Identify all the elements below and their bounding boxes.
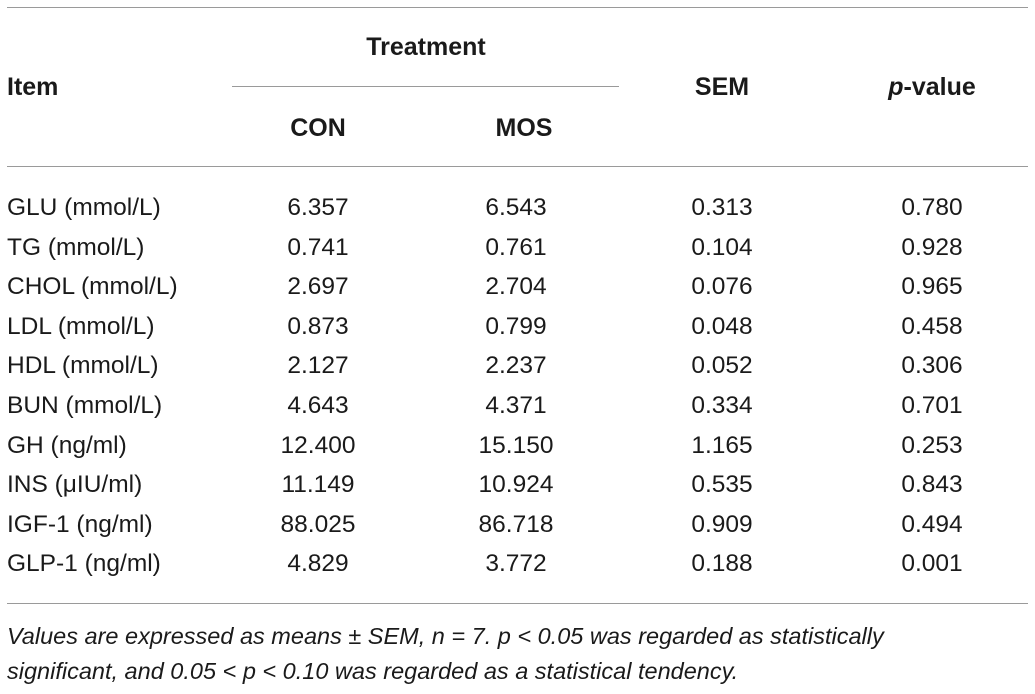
header-pvalue-p: p xyxy=(888,73,904,101)
cell-con: 0.873 xyxy=(287,312,349,340)
cell-sem: 0.076 xyxy=(691,273,753,301)
footnote-line-1: Values are expressed as means ± SEM, n =… xyxy=(7,623,884,649)
header-pvalue: p-value xyxy=(888,72,976,102)
header-bottom-rule xyxy=(7,166,1028,167)
cell-mos: 4.371 xyxy=(485,392,547,419)
header-pvalue-rest: -value xyxy=(903,73,976,101)
cell-p: 0.843 xyxy=(901,471,963,499)
cell-con: 11.149 xyxy=(281,471,355,499)
cell-con: 2.127 xyxy=(287,352,349,380)
cell-mos: 15.150 xyxy=(478,431,554,459)
cell-mos: 3.772 xyxy=(485,550,547,578)
cell-sem: 0.535 xyxy=(691,471,753,499)
cell-mos: 86.718 xyxy=(478,510,554,538)
cell-sem: 0.104 xyxy=(691,233,753,261)
cell-p: 0.780 xyxy=(901,194,963,221)
cell-p: 0.965 xyxy=(901,273,963,301)
cell-mos: 6.543 xyxy=(485,194,547,221)
cell-sem: 0.909 xyxy=(691,510,753,538)
cell-item: GLP-1 (ng/ml) xyxy=(7,550,161,578)
cell-p: 0.306 xyxy=(901,352,963,380)
cell-p: 0.928 xyxy=(901,233,963,261)
cell-p: 0.494 xyxy=(901,510,963,538)
cell-item: TG (mmol/L) xyxy=(7,233,145,261)
table-bottom-rule xyxy=(7,603,1028,604)
cell-sem: 0.048 xyxy=(691,312,753,340)
top-rule xyxy=(7,7,1028,8)
cell-p: 0.458 xyxy=(901,312,963,340)
cell-mos: 10.924 xyxy=(478,471,554,499)
cell-p: 0.701 xyxy=(901,392,963,419)
cell-p: 0.253 xyxy=(901,431,963,459)
header-mos: MOS xyxy=(495,114,553,142)
cell-sem: 0.052 xyxy=(691,352,753,380)
cell-con: 12.400 xyxy=(280,431,356,459)
header-sem: SEM xyxy=(694,73,750,101)
cell-sem: 0.334 xyxy=(691,392,753,419)
cell-mos: 0.799 xyxy=(485,312,547,340)
cell-mos: 2.237 xyxy=(485,352,547,380)
cell-item: INS (μIU/ml) xyxy=(7,471,143,499)
cell-item: BUN (mmol/L) xyxy=(7,392,163,419)
header-con: CON xyxy=(290,114,346,142)
cell-item: CHOL (mmol/L) xyxy=(7,273,178,301)
cell-item: GLU (mmol/L) xyxy=(7,194,161,221)
header-item: Item xyxy=(7,73,59,101)
treatment-rule xyxy=(232,86,619,87)
cell-item: IGF-1 (ng/ml) xyxy=(7,510,153,538)
cell-con: 2.697 xyxy=(287,273,349,301)
cell-sem: 1.165 xyxy=(691,431,753,459)
cell-p: 0.001 xyxy=(901,550,963,578)
header-treatment: Treatment xyxy=(366,33,486,61)
cell-item: GH (ng/ml) xyxy=(7,431,127,459)
footnote-line-2: significant, and 0.05 < p < 0.10 was reg… xyxy=(7,658,739,684)
cell-con: 88.025 xyxy=(280,510,356,538)
cell-item: LDL (mmol/L) xyxy=(7,312,155,340)
cell-con: 0.741 xyxy=(287,233,349,261)
cell-sem: 0.188 xyxy=(691,550,753,578)
cell-item: HDL (mmol/L) xyxy=(7,352,159,380)
cell-con: 4.829 xyxy=(287,550,349,578)
cell-mos: 2.704 xyxy=(485,273,547,301)
cell-con: 4.643 xyxy=(287,392,349,419)
cell-sem: 0.313 xyxy=(691,194,753,221)
cell-con: 6.357 xyxy=(287,194,349,221)
cell-mos: 0.761 xyxy=(485,233,547,261)
